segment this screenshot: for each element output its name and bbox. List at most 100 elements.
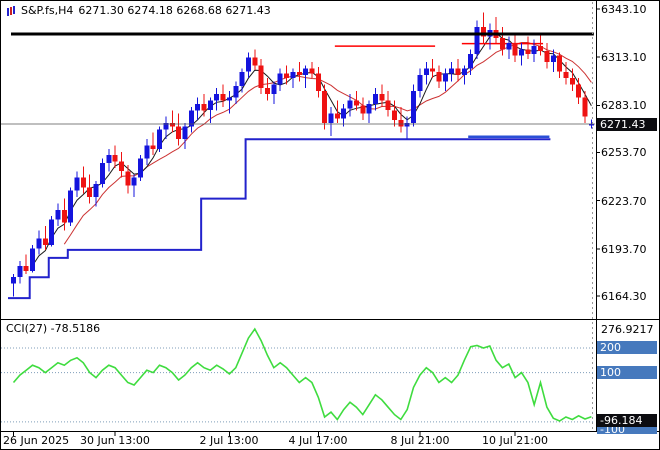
symbol-label: S&P.fs,H4	[21, 4, 74, 17]
up-candle	[588, 124, 594, 126]
down-candle	[385, 100, 391, 111]
down-candle	[392, 110, 397, 120]
up-candle	[55, 209, 61, 220]
down-candle	[360, 105, 366, 114]
up-candle	[303, 68, 309, 75]
up-candle	[144, 145, 150, 159]
up-candle	[11, 277, 16, 284]
down-candle	[176, 126, 182, 140]
down-candle	[576, 84, 582, 98]
cci-value-tag: -96.184	[597, 414, 657, 427]
up-candle	[74, 177, 80, 191]
down-candle	[455, 68, 461, 75]
ma-slow-line	[63, 42, 592, 245]
up-candle	[49, 219, 55, 246]
candlestick-icon	[10, 6, 12, 15]
down-candle	[398, 119, 404, 127]
down-candle	[436, 71, 442, 82]
up-candle	[233, 86, 239, 98]
up-candle	[474, 26, 480, 55]
down-candle	[23, 266, 29, 271]
top-levels	[1, 2, 595, 431]
up-candle	[163, 123, 169, 130]
down-candle	[201, 103, 207, 111]
up-candle	[290, 71, 296, 79]
down-candle	[80, 177, 86, 188]
support-step-line[interactable]	[8, 138, 551, 300]
down-candle	[112, 155, 118, 162]
up-candle	[93, 184, 99, 197]
up-candle	[423, 68, 429, 75]
down-candle	[296, 71, 302, 75]
up-candle	[449, 68, 455, 74]
down-candle	[544, 50, 550, 63]
down-candle	[538, 46, 544, 51]
up-candle	[442, 73, 448, 82]
down-candle	[499, 38, 505, 50]
up-candle	[226, 97, 232, 101]
up-candle	[239, 71, 245, 87]
up-candle	[277, 73, 283, 85]
up-candle	[347, 100, 353, 109]
down-candle	[334, 113, 340, 119]
down-candle	[125, 171, 131, 186]
up-candle	[36, 238, 42, 249]
up-candle	[188, 110, 194, 127]
up-candle	[106, 155, 112, 164]
down-candle	[87, 187, 93, 197]
up-candle	[519, 49, 524, 56]
cci-indicator-label: CCI(27) -78.5186	[6, 322, 101, 335]
up-candle	[328, 113, 334, 124]
down-candle	[252, 57, 258, 66]
up-candle	[404, 123, 410, 127]
down-candle	[258, 65, 264, 88]
axes	[1, 1, 659, 436]
cci-panel	[1, 327, 595, 423]
down-candle	[265, 87, 270, 95]
up-candle	[411, 91, 417, 124]
up-candle	[531, 46, 537, 55]
up-candle	[468, 54, 474, 69]
up-candle	[207, 100, 213, 111]
up-candle	[461, 68, 467, 75]
down-candle	[309, 68, 315, 74]
up-candle	[214, 94, 220, 101]
down-candle	[379, 94, 385, 101]
candles	[11, 12, 594, 297]
ohlc-values: 6271.30 6274.18 6268.68 6271.43	[78, 4, 271, 17]
down-candle	[353, 100, 359, 106]
up-candle	[550, 55, 556, 63]
down-candle	[480, 26, 486, 37]
down-candle	[284, 73, 290, 79]
cci-max-label: 276.9217	[601, 323, 654, 336]
down-candle	[512, 42, 518, 56]
down-candle	[220, 94, 226, 101]
down-candle	[525, 49, 531, 55]
down-candle	[563, 71, 569, 79]
up-candle	[30, 248, 36, 271]
up-candle	[17, 266, 23, 278]
down-candle	[42, 238, 48, 246]
up-candle	[138, 158, 143, 178]
up-candle	[341, 108, 347, 119]
down-candle	[118, 161, 124, 172]
down-candle	[322, 91, 328, 124]
up-candle	[68, 190, 74, 223]
down-candle	[315, 73, 321, 92]
down-candle	[430, 68, 436, 72]
down-candle	[169, 123, 175, 127]
up-candle	[417, 75, 423, 91]
current-price-tag[interactable]: 6271.43	[597, 118, 657, 131]
down-candle	[557, 55, 563, 72]
up-candle	[99, 163, 105, 185]
up-candle	[372, 94, 378, 104]
down-candle	[61, 209, 67, 223]
up-candle	[195, 103, 201, 111]
down-candle	[150, 145, 156, 149]
down-candle	[569, 78, 575, 85]
up-candle	[271, 84, 277, 95]
chart-title: S&P.fs,H4 6271.30 6274.18 6268.68 6271.4…	[6, 4, 271, 17]
up-candle	[506, 42, 512, 50]
